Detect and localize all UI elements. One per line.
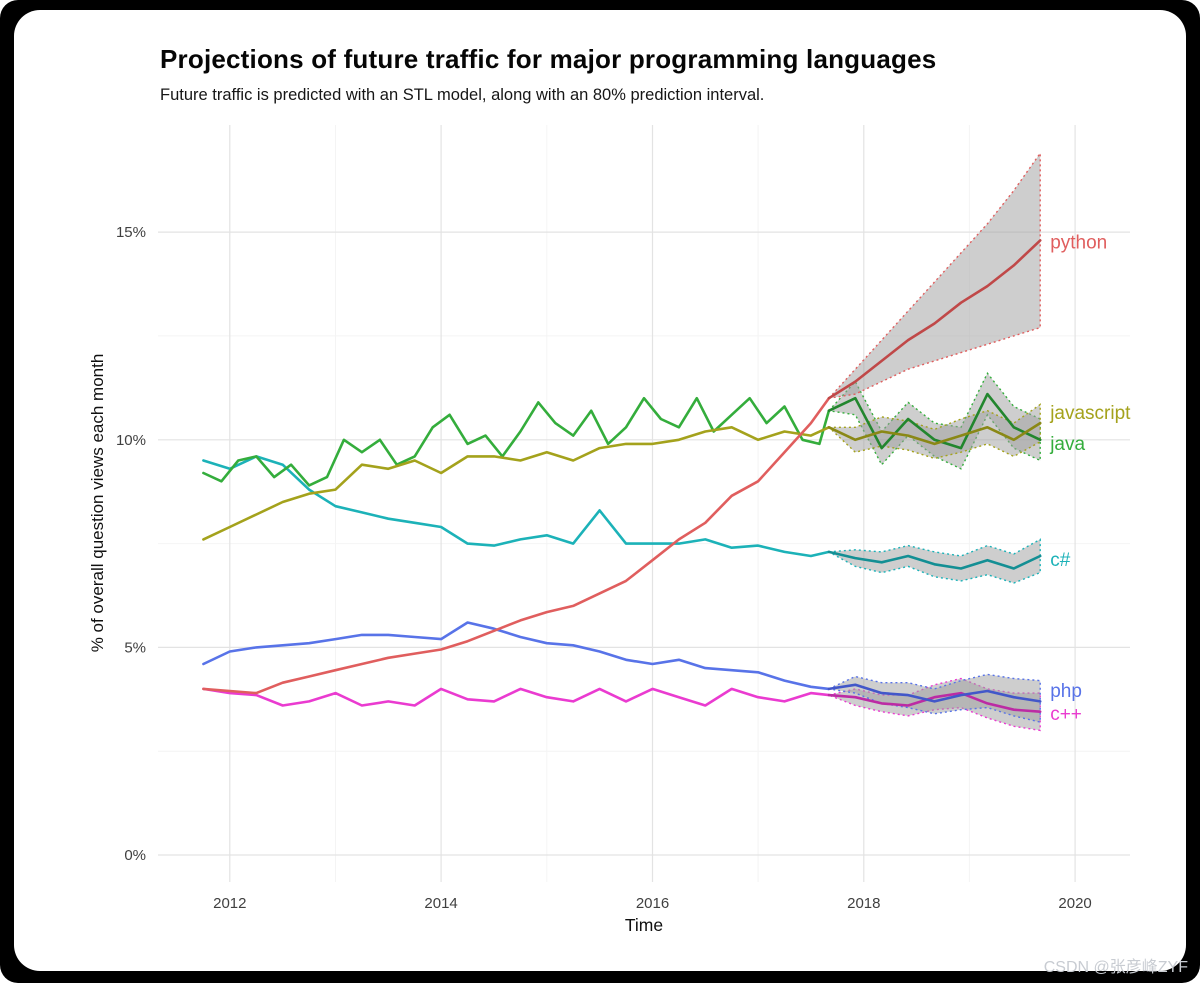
watermark: CSDN @张彦峰ZYF: [1043, 959, 1188, 976]
forecast-line-python: [827, 239, 1042, 400]
forecast-line-c#: [827, 550, 1042, 570]
history-line-java: [202, 396, 831, 487]
x-tick-label-2014: 2014: [424, 895, 457, 912]
history-line-php: [202, 621, 831, 691]
forecast-ribbon-python: [827, 150, 1041, 400]
series-label-javascript: javascript: [1049, 403, 1131, 424]
chart-card: 2012 2014 2016 2018 2020 0% 5% 10% 15% c# c++ java j…: [14, 10, 1186, 971]
chart-canvas: 2012 2014 2016 2018 2020 0% 5% 10% 15% c# c++ java j…: [116, 125, 1131, 912]
forecast-line-c++: [827, 691, 1042, 714]
series-label-c#: c#: [1050, 550, 1071, 571]
y-tick-label-0%: 0%: [124, 847, 146, 864]
history-line-python: [202, 396, 831, 695]
chart-title: Projections of future traffic for major …: [160, 44, 937, 74]
y-tick-label-10%: 10%: [116, 432, 146, 449]
forecast-line-javascript: [827, 421, 1042, 446]
forecast-ribbon-c#: [826, 538, 1041, 584]
y-tick-label-5%: 5%: [124, 639, 146, 656]
forecast-line-java: [827, 392, 1042, 450]
history-line-javascript: [202, 425, 831, 541]
y-axis-title: % of overall question views each month: [88, 353, 107, 653]
history-line-c#: [202, 455, 831, 558]
series-label-c++: c++: [1050, 704, 1082, 725]
y-tick-label-15%: 15%: [116, 224, 146, 241]
series-label-php: php: [1050, 681, 1082, 702]
x-tick-label-2020: 2020: [1058, 895, 1091, 912]
forecast-line-php: [827, 683, 1042, 703]
x-tick-label-2018: 2018: [847, 895, 880, 912]
series-label-java: java: [1049, 434, 1085, 455]
x-axis-title: Time: [624, 915, 664, 935]
history-line-c++: [202, 687, 831, 707]
chart-subtitle: Future traffic is predicted with an STL …: [160, 86, 765, 104]
x-tick-label-2012: 2012: [213, 895, 246, 912]
x-tick-label-2016: 2016: [636, 895, 669, 912]
series-label-python: python: [1050, 233, 1107, 254]
